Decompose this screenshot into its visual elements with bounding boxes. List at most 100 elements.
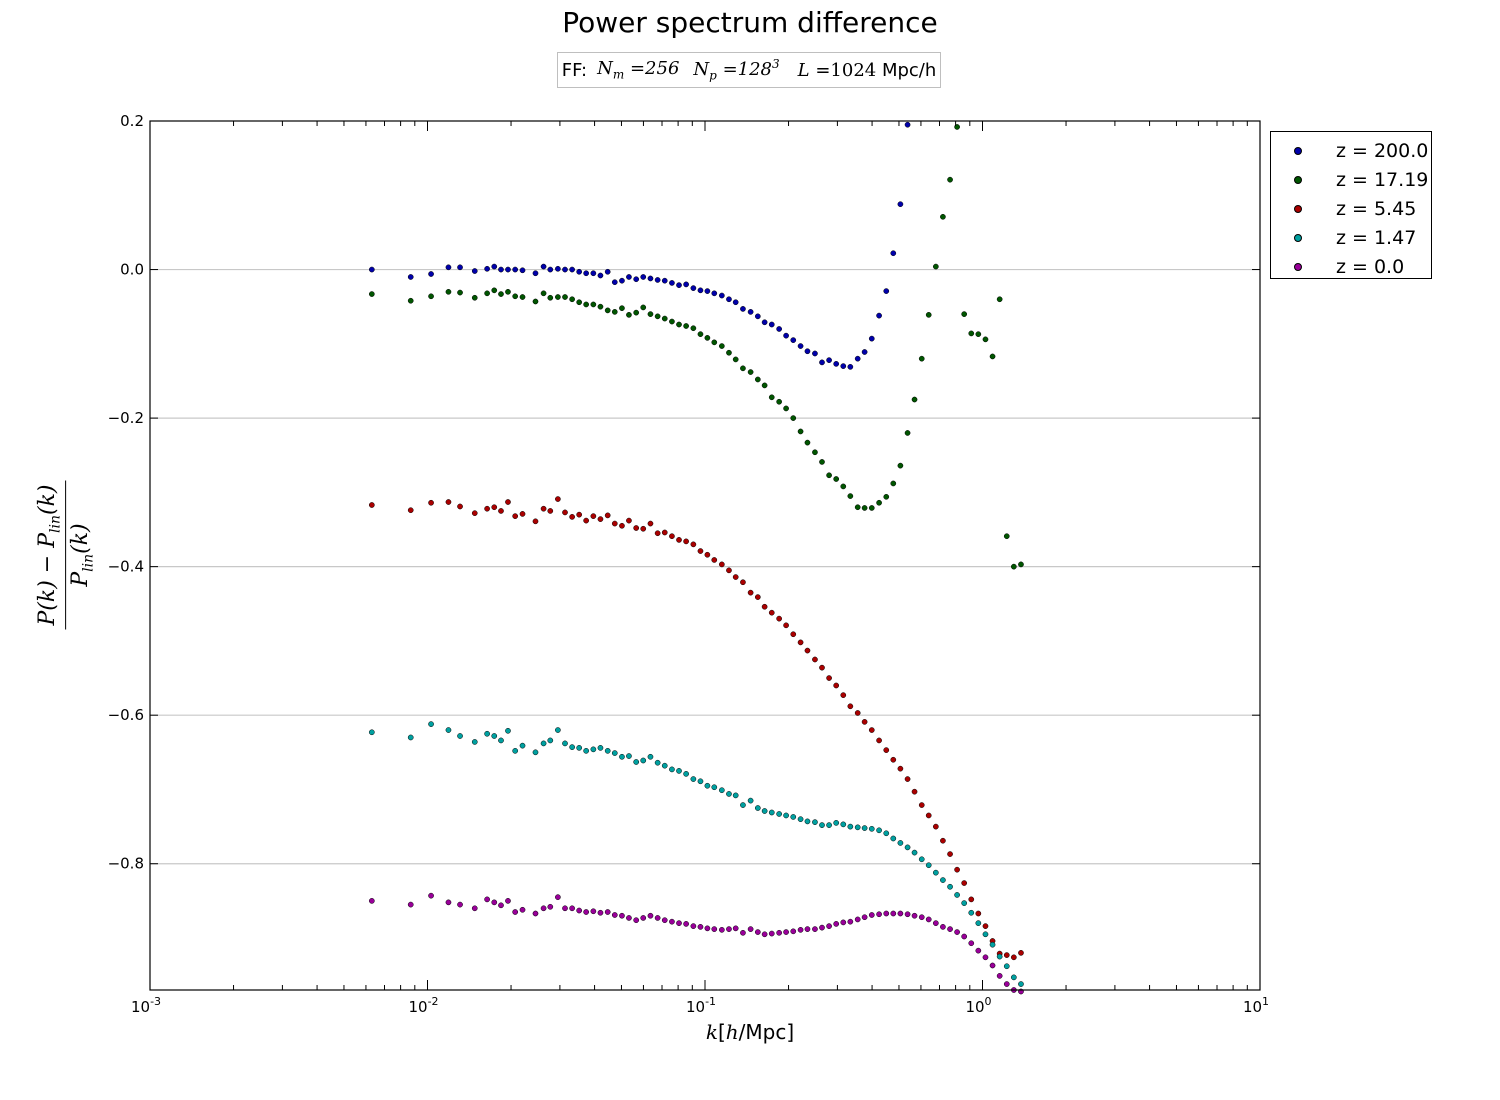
data-point: [471, 510, 478, 517]
data-point: [711, 784, 718, 791]
data-point: [726, 926, 732, 932]
data-point: [840, 363, 847, 369]
data-point: [619, 753, 625, 760]
data-point: [954, 929, 960, 935]
data-point: [790, 337, 797, 343]
data-point: [833, 820, 840, 826]
data-point: [704, 551, 711, 558]
data-point: [519, 906, 526, 913]
data-point: [471, 905, 478, 912]
data-point: [647, 275, 654, 282]
data-point: [683, 281, 689, 288]
data-point: [776, 929, 782, 936]
data-point: [540, 505, 547, 512]
data-point: [491, 899, 498, 906]
data-point: [611, 520, 618, 527]
data-point: [947, 851, 953, 857]
data-point: [690, 923, 697, 929]
data-point: [776, 326, 782, 332]
data-point: [647, 753, 654, 760]
data-point: [732, 299, 739, 306]
data-point: [989, 941, 996, 948]
tick-labels: 0.2 0.0 −0.2 −0.4 −0.6 −0.8 10-3 10-2 10-1 100 101: [108, 112, 1269, 1016]
data-point: [697, 287, 704, 294]
series-0: [368, 121, 911, 370]
data-point: [407, 297, 414, 304]
data-point: [876, 827, 882, 834]
data-point: [368, 898, 375, 904]
legend-entry: z = 200.0: [1271, 136, 1431, 165]
data-point: [768, 930, 775, 937]
data-point: [498, 508, 504, 514]
data-point: [911, 912, 918, 919]
data-point: [932, 263, 939, 270]
data-point: [847, 918, 854, 925]
series-1: [368, 124, 1024, 570]
data-point: [911, 849, 918, 856]
data-point: [576, 745, 583, 751]
data-point: [590, 513, 597, 519]
data-point: [740, 579, 746, 586]
data-point: [726, 296, 732, 303]
y-tick-label: −0.6: [108, 706, 144, 724]
data-point: [1010, 954, 1017, 961]
data-point: [583, 301, 590, 308]
data-point: [847, 364, 854, 370]
data-point: [697, 778, 704, 785]
data-point: [697, 548, 704, 554]
data-point: [471, 268, 478, 274]
data-point: [868, 912, 875, 918]
data-point: [512, 909, 519, 915]
data-point: [761, 382, 768, 389]
data-point: [876, 911, 882, 918]
data-point: [761, 603, 768, 610]
data-point: [883, 747, 890, 753]
data-point: [947, 176, 953, 183]
data-point: [590, 908, 597, 915]
data-point: [904, 776, 911, 782]
data-point: [654, 277, 661, 283]
data-point: [519, 742, 526, 749]
x-tick-label: 10-3: [131, 995, 161, 1016]
data-point: [776, 615, 782, 622]
data-point: [718, 292, 725, 299]
data-point: [904, 430, 911, 436]
data-point: [633, 917, 640, 924]
data-point: [576, 907, 583, 914]
series-3: [368, 721, 1024, 987]
data-point: [897, 462, 904, 469]
data-point: [754, 313, 761, 320]
data-point: [569, 514, 575, 520]
data-point: [471, 294, 478, 301]
y-tick-label: −0.8: [108, 855, 144, 873]
data-point: [904, 121, 911, 128]
data-point: [954, 866, 960, 873]
data-point: [532, 270, 539, 277]
data-point: [619, 522, 625, 529]
data-point: [540, 290, 547, 297]
data-point: [626, 517, 632, 524]
data-point: [989, 962, 996, 969]
data-point: [854, 824, 861, 831]
y-axis-label: P(k) − Plin(k) Plin(k): [35, 480, 97, 630]
data-point: [626, 753, 632, 759]
data-point: [1018, 950, 1024, 956]
data-point: [519, 294, 526, 300]
data-point: [996, 296, 1003, 303]
legend-entry: z = 0.0: [1271, 252, 1431, 281]
data-point: [989, 353, 996, 360]
data-point: [640, 525, 647, 532]
data-point: [633, 309, 640, 316]
data-point: [626, 274, 632, 280]
data-point: [961, 900, 968, 906]
data-point: [647, 520, 654, 527]
data-point: [868, 335, 875, 342]
data-point: [754, 805, 761, 811]
data-point: [840, 692, 847, 698]
data-point: [918, 856, 925, 863]
data-point: [505, 288, 511, 295]
data-point: [368, 729, 375, 736]
data-point: [996, 953, 1003, 960]
data-point: [697, 924, 704, 930]
